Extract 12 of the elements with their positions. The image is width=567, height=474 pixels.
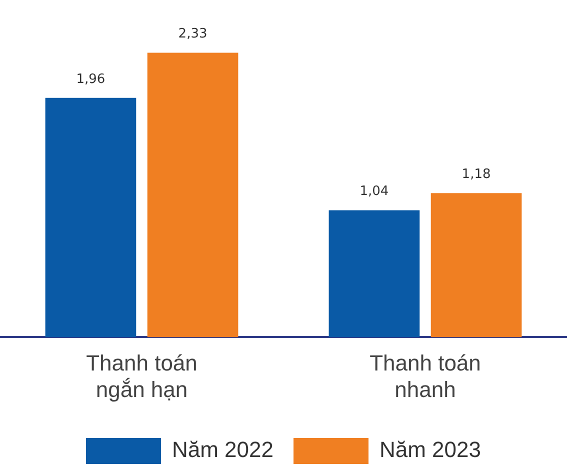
bar (328, 210, 420, 338)
bar (430, 193, 522, 338)
x-tick-label: Thanh toán nhanh (370, 350, 481, 402)
legend-label: Năm 2022 (172, 437, 274, 462)
legend-label: Năm 2023 (380, 437, 482, 462)
data-label: 2,33 (178, 26, 208, 42)
bar (45, 98, 136, 338)
data-label: 1,04 (360, 184, 389, 200)
x-tick-label: Thanh toán ngắn hạn (86, 350, 198, 402)
data-label: 1,18 (462, 167, 491, 182)
data-label: 1,96 (76, 72, 106, 87)
bar (147, 52, 238, 338)
